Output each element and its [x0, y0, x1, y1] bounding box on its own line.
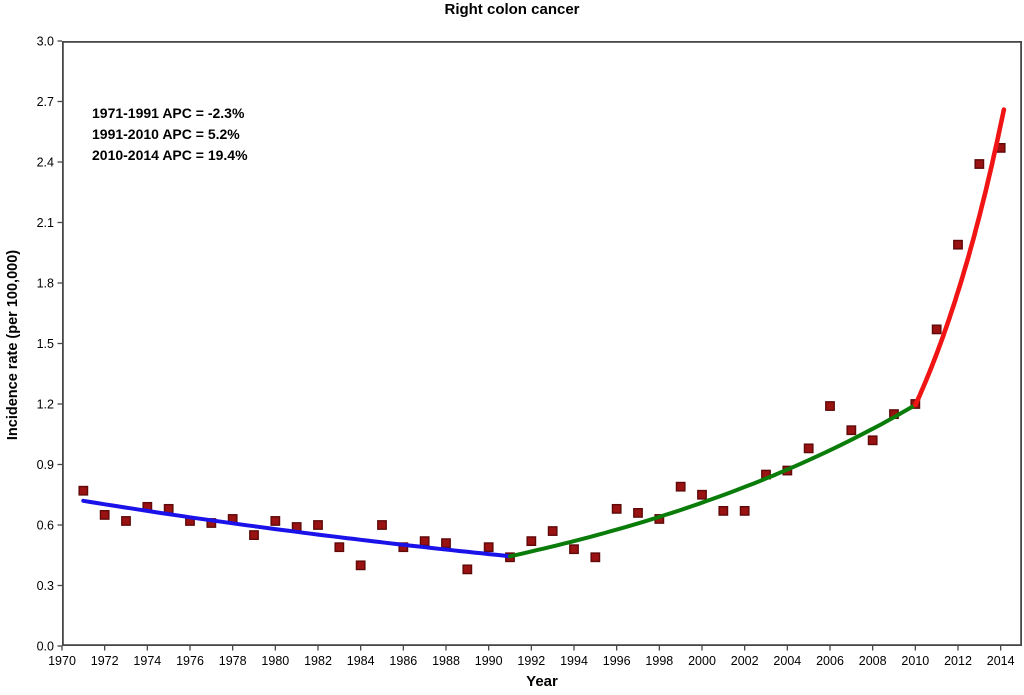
x-tick-label: 2014 — [987, 654, 1015, 668]
trend-line-segment-1971-1991 — [81, 498, 512, 559]
data-point — [249, 530, 259, 540]
x-tick-label: 1994 — [560, 654, 588, 668]
x-tick-label: 1970 — [48, 654, 76, 668]
apc-annotation-line-2: 1991-2010 APC = 5.2% — [92, 126, 240, 142]
data-point — [569, 544, 579, 555]
data-point — [377, 520, 387, 530]
data-point — [675, 481, 686, 492]
data-point — [803, 443, 814, 454]
y-tick-label: 0.9 — [37, 458, 54, 472]
x-axis-title: Year — [526, 673, 558, 690]
x-tick-label: 1972 — [91, 654, 119, 668]
chart-title: Right colon cancer — [444, 1, 580, 18]
data-point — [547, 526, 558, 536]
x-tick-label: 2008 — [859, 654, 887, 668]
data-point — [334, 542, 345, 553]
data-point — [121, 516, 131, 526]
x-tick-label: 1974 — [133, 654, 161, 668]
y-tick-label: 1.5 — [37, 337, 54, 351]
plot-border — [62, 41, 1023, 647]
data-point — [846, 425, 857, 436]
data-point — [697, 489, 707, 500]
data-point — [825, 401, 835, 411]
data-point — [441, 538, 451, 549]
x-tick-label: 2010 — [901, 654, 929, 668]
x-tick-label: 1998 — [645, 654, 673, 668]
data-point — [483, 542, 494, 553]
x-tick-label: 2004 — [773, 654, 801, 668]
y-tick-label: 0.6 — [37, 519, 54, 533]
x-tick-label: 2006 — [816, 654, 844, 668]
x-tick-label: 2002 — [731, 654, 759, 668]
y-tick-label: 2.4 — [37, 156, 54, 170]
data-point — [590, 552, 601, 563]
data-point — [99, 510, 110, 520]
x-tick-label: 2012 — [944, 654, 972, 668]
y-tick-label: 1.2 — [37, 398, 54, 412]
data-point — [462, 564, 473, 575]
data-point — [953, 239, 963, 250]
x-tick-label: 1996 — [603, 654, 631, 668]
data-point — [633, 508, 643, 518]
y-tick-label: 1.8 — [37, 277, 54, 291]
x-tick-label: 2000 — [688, 654, 716, 668]
y-tick-label: 0.0 — [37, 640, 54, 654]
x-tick-label: 1988 — [432, 654, 460, 668]
y-tick-label: 2.7 — [37, 95, 54, 109]
data-point — [718, 505, 729, 516]
x-tick-label: 1980 — [261, 654, 289, 668]
apc-annotation-line-3: 2010-2014 APC = 19.4% — [92, 147, 248, 163]
x-tick-label: 1978 — [219, 654, 247, 668]
y-tick-label: 3.0 — [37, 35, 54, 49]
x-tick-label: 1984 — [347, 654, 375, 668]
x-tick-label: 1992 — [517, 654, 545, 668]
data-point — [867, 435, 878, 446]
y-tick-label: 0.3 — [37, 579, 54, 593]
apc-annotation-line-1: 1971-1991 APC = -2.3% — [92, 105, 245, 121]
y-tick-label: 2.1 — [37, 216, 54, 230]
data-point — [611, 503, 622, 514]
data-point — [739, 505, 750, 516]
data-point — [526, 536, 537, 547]
data-point — [974, 159, 985, 169]
x-tick-label: 1990 — [475, 654, 503, 668]
x-tick-label: 1982 — [304, 654, 332, 668]
data-point — [355, 560, 366, 571]
data-point — [419, 536, 430, 547]
data-point — [313, 520, 323, 530]
apc-annotation-block: 1971-1991 APC = -2.3% 1991-2010 APC = 5.… — [92, 103, 248, 166]
data-point — [931, 324, 942, 335]
trend-line-segment-1991-2010 — [508, 403, 918, 559]
data-point — [78, 485, 89, 496]
x-tick-label: 1986 — [389, 654, 417, 668]
data-point — [270, 516, 281, 526]
x-tick-label: 1976 — [176, 654, 204, 668]
trend-line-segment-2010-2014 — [912, 107, 1007, 408]
